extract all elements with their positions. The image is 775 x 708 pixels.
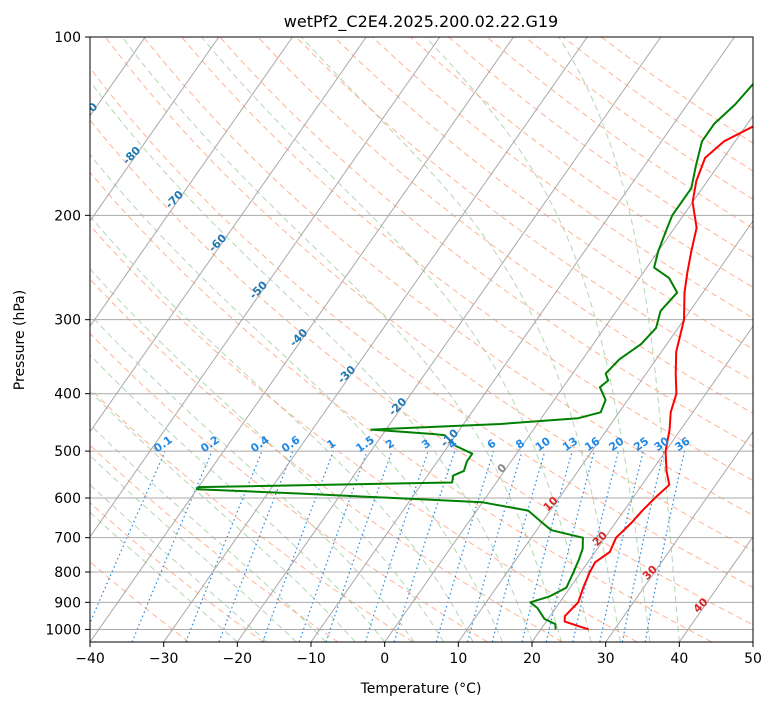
isotherms bbox=[90, 37, 753, 642]
x-axis: −40 −30 −20 −10 0 10 20 30 40 50 bbox=[75, 642, 762, 667]
mixing-ratio-lines bbox=[90, 450, 686, 642]
moist-adiabat-line bbox=[300, 37, 621, 642]
isotherm-line bbox=[90, 37, 441, 538]
isotherm-line bbox=[90, 37, 514, 642]
dry-adiabat-line bbox=[295, 37, 753, 382]
temperature-profile-line bbox=[563, 125, 753, 631]
moist-adiabat-line bbox=[425, 37, 651, 642]
isotherm-line bbox=[605, 430, 753, 642]
moist-adiabat-line bbox=[90, 354, 386, 642]
y-axis-label: Pressure (hPa) bbox=[12, 290, 28, 390]
mixing-ratio-line bbox=[218, 450, 294, 642]
x-tick-label: 10 bbox=[449, 651, 467, 667]
isotherm-line bbox=[90, 37, 293, 328]
y-axis: 100 200 300 400 500 600 700 800 900 1000 bbox=[45, 30, 90, 638]
dry-adiabat-line bbox=[219, 37, 753, 448]
isotherm-line bbox=[236, 37, 662, 642]
isotherm-line bbox=[457, 220, 753, 642]
x-tick-label: −40 bbox=[75, 651, 105, 667]
isotherm-line bbox=[90, 37, 367, 433]
y-tick-label: 600 bbox=[54, 491, 81, 507]
moist-adiabat-line bbox=[90, 268, 445, 642]
y-tick-label: 300 bbox=[54, 313, 81, 329]
moist-adiabat-line bbox=[201, 37, 592, 642]
chart-title: wetPf2_C2E4.2025.200.02.22.G19 bbox=[284, 12, 558, 32]
sounding-series bbox=[195, 82, 753, 631]
pressure-gridlines bbox=[90, 37, 753, 630]
y-tick-label: 700 bbox=[54, 531, 81, 547]
dry-adiabat-line bbox=[90, 224, 638, 642]
y-tick-label: 900 bbox=[54, 595, 81, 611]
dry-adiabat-line bbox=[104, 37, 753, 552]
isotherm-line bbox=[531, 325, 753, 642]
moist-adiabat-line bbox=[90, 390, 356, 642]
y-tick-label: 100 bbox=[54, 30, 81, 46]
x-tick-label: 50 bbox=[744, 651, 762, 667]
moist-adiabat-line bbox=[90, 454, 297, 642]
mixing-ratio-line bbox=[185, 450, 263, 642]
dry-adiabat-line bbox=[90, 171, 712, 642]
dry-adiabat-line bbox=[90, 502, 264, 642]
x-tick-label: 40 bbox=[670, 651, 688, 667]
isotherm-line bbox=[310, 37, 735, 642]
y-tick-label: 400 bbox=[54, 387, 81, 403]
moist-adiabat-line bbox=[90, 80, 533, 642]
moist-adiabat-line bbox=[90, 215, 474, 642]
isotherm-line bbox=[678, 535, 753, 642]
isotherm-line bbox=[90, 37, 220, 222]
dewpoint-profile-line bbox=[195, 82, 753, 630]
dry-adiabats bbox=[90, 37, 753, 642]
dry-adiabat-line bbox=[90, 67, 753, 588]
mixing-ratio-line bbox=[644, 450, 686, 642]
isotherm-line bbox=[384, 114, 753, 642]
y-tick-label: 500 bbox=[54, 444, 81, 460]
x-tick-label: 20 bbox=[523, 651, 541, 667]
dry-adiabat-label: -90 bbox=[77, 100, 100, 123]
mixing-ratio-line bbox=[435, 450, 495, 642]
mixing-ratio-line bbox=[621, 450, 665, 642]
x-tick-label: 0 bbox=[380, 651, 389, 667]
plot-frame bbox=[89, 36, 754, 643]
dry-adiabat-line bbox=[90, 278, 563, 642]
y-tick-label: 200 bbox=[54, 208, 81, 224]
dry-adiabat-line bbox=[257, 37, 753, 414]
x-tick-label: −30 bbox=[149, 651, 179, 667]
mixing-ratio-line bbox=[393, 450, 456, 642]
x-tick-label: −20 bbox=[223, 651, 253, 667]
mixing-ratio-line bbox=[364, 450, 429, 642]
moist-adiabat-line bbox=[90, 483, 268, 642]
y-tick-label: 800 bbox=[54, 565, 81, 581]
dry-adiabat-line bbox=[90, 332, 488, 642]
x-axis-label: Temperature (°C) bbox=[360, 681, 482, 697]
dry-adiabat-line bbox=[143, 37, 753, 516]
x-tick-label: −10 bbox=[296, 651, 326, 667]
moist-adiabat-line bbox=[90, 423, 327, 642]
dry-adiabat-line bbox=[410, 37, 753, 289]
isotherm-line bbox=[163, 37, 588, 642]
moist-adiabat-line bbox=[121, 37, 562, 642]
dry-adiabat-line bbox=[90, 444, 339, 642]
moist-adiabat-line bbox=[90, 154, 503, 642]
moist-adiabat-line bbox=[90, 511, 238, 642]
y-tick-label: 1000 bbox=[45, 622, 81, 638]
dry-adiabat-line bbox=[90, 119, 753, 626]
mixing-ratio-line bbox=[466, 450, 523, 642]
x-tick-label: 30 bbox=[597, 651, 615, 667]
mixing-ratio-line bbox=[325, 450, 393, 642]
